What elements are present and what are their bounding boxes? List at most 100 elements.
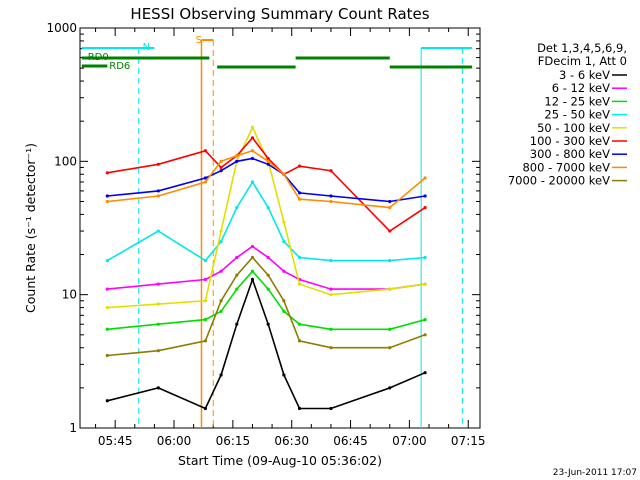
series-layer	[105, 125, 427, 411]
data-point	[297, 406, 302, 411]
plot-frame	[79, 27, 481, 429]
data-point	[423, 282, 427, 286]
x-tick-label: 06:45	[333, 434, 368, 448]
x-axis: 05:45 06:00 06:15 06:30 06:45 07:00 07:15	[95, 28, 486, 448]
data-point	[219, 269, 223, 273]
data-point	[297, 255, 302, 260]
data-point	[282, 299, 286, 303]
data-point	[219, 240, 223, 244]
legend-label: 12 - 25 keV	[544, 94, 610, 108]
data-point	[250, 277, 255, 282]
data-point	[105, 327, 109, 331]
legend-label: 300 - 800 keV	[530, 147, 610, 161]
data-point	[329, 287, 333, 291]
data-point	[156, 229, 160, 233]
data-point	[297, 197, 302, 201]
data-point	[388, 259, 392, 263]
data-point	[235, 205, 239, 210]
x-tick-label: 07:15	[451, 434, 486, 448]
data-point	[235, 255, 239, 260]
data-point	[388, 287, 392, 291]
data-point	[235, 159, 239, 163]
legend-label: 6 - 12 keV	[552, 81, 610, 95]
data-point	[266, 162, 270, 166]
data-point	[266, 156, 270, 161]
data-point	[250, 269, 255, 273]
marker-label-s: S	[196, 35, 202, 46]
data-point	[282, 269, 286, 273]
data-point	[250, 255, 255, 260]
series-line-8	[107, 256, 426, 357]
data-point	[250, 125, 255, 129]
data-point	[329, 327, 333, 331]
data-point	[219, 229, 223, 233]
data-point	[219, 169, 223, 173]
data-point	[266, 322, 270, 326]
data-point	[219, 309, 223, 313]
data-point	[329, 346, 333, 350]
legend-label: 3 - 6 keV	[559, 68, 610, 82]
series-line-4	[107, 125, 426, 309]
data-point	[105, 199, 109, 204]
data-point	[156, 322, 160, 326]
data-point	[105, 194, 109, 198]
data-point	[203, 149, 208, 153]
series-line-7	[107, 149, 426, 209]
data-point	[250, 244, 255, 249]
series-line-0	[107, 277, 426, 410]
data-point	[156, 282, 160, 286]
y-axis: 1 10 100 1000	[46, 21, 480, 435]
data-point	[282, 309, 286, 313]
series-line-2	[107, 269, 426, 331]
data-point	[235, 154, 239, 158]
data-point	[250, 180, 255, 184]
y-tick-label: 10	[62, 288, 77, 302]
data-point	[105, 399, 109, 403]
x-tick-label: 06:30	[274, 434, 309, 448]
y-axis-label: Count Rate (s⁻¹ detector⁻¹)	[23, 143, 38, 313]
legend-label: 800 - 7000 keV	[522, 160, 610, 174]
footer-date: 23-Jun-2011 17:07	[553, 468, 637, 478]
data-point	[219, 165, 223, 170]
data-point	[105, 305, 109, 310]
data-point	[105, 259, 109, 263]
marker-label-n: N	[143, 42, 150, 53]
data-point	[235, 322, 239, 326]
x-tick-label: 06:00	[157, 434, 192, 448]
data-point	[282, 172, 286, 176]
legend-label: 25 - 50 keV	[544, 108, 610, 122]
x-tick-label: 05:45	[98, 434, 133, 448]
data-point	[388, 229, 392, 233]
data-point	[423, 205, 427, 210]
data-point	[266, 255, 270, 260]
data-point	[203, 339, 208, 343]
y-tick-label: 1000	[46, 21, 77, 35]
data-point	[423, 333, 427, 337]
legend-label: 7000 - 20000 keV	[508, 174, 610, 188]
data-point	[423, 176, 427, 180]
chart-title: HESSI Observing Summary Count Rates	[130, 5, 429, 23]
data-point	[388, 205, 392, 210]
data-point	[297, 322, 302, 326]
legend: Det 1,3,4,5,6,9, FDecim 1, Att 0 3 - 6 k…	[508, 41, 627, 188]
data-point	[266, 159, 270, 163]
data-point	[219, 299, 223, 303]
data-point	[266, 205, 270, 210]
data-point	[156, 386, 160, 390]
data-point	[203, 277, 208, 282]
marker-label-rd0: RD0	[88, 52, 109, 63]
legend-header-line-1: Det 1,3,4,5,6,9,	[537, 41, 627, 55]
data-point	[297, 282, 302, 286]
data-point	[297, 191, 302, 195]
data-point	[282, 240, 286, 244]
data-point	[235, 273, 239, 277]
y-tick-label: 100	[54, 154, 77, 168]
data-point	[156, 349, 160, 353]
x-tick-label: 06:15	[216, 434, 251, 448]
data-point	[203, 318, 208, 322]
data-point	[329, 194, 333, 198]
x-axis-label: Start Time (09-Aug-10 05:36:02)	[178, 453, 382, 468]
legend-label: 100 - 300 keV	[530, 134, 610, 148]
data-point	[105, 171, 109, 175]
